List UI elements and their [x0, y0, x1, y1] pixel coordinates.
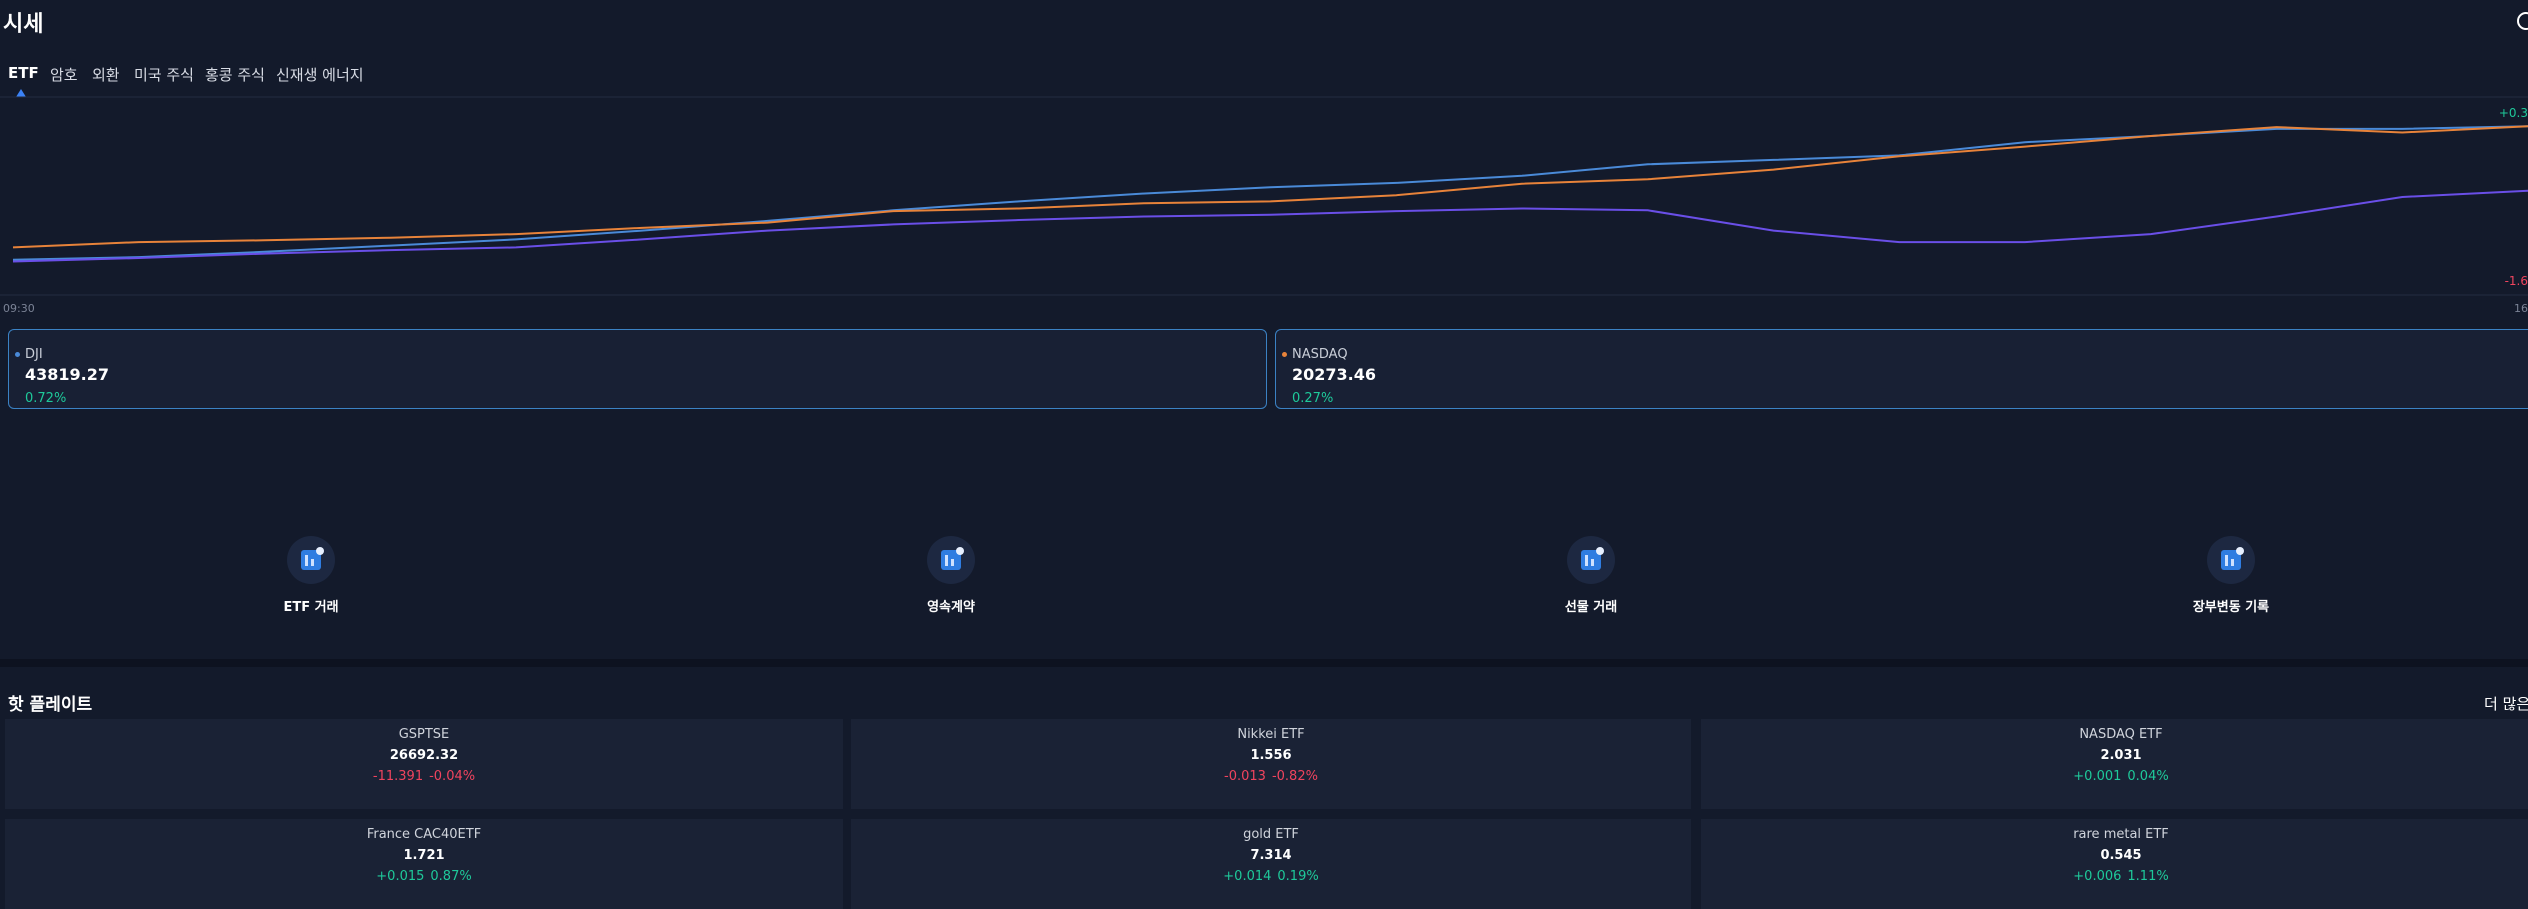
line-series: [12, 125, 2528, 249]
item-price: 2.031: [2100, 748, 2142, 763]
x-tick-label: 16: [2514, 302, 2528, 315]
item-percent: -0.04%: [429, 769, 476, 784]
tab[interactable]: 신재생 에너지: [276, 66, 364, 84]
line-series: [12, 125, 2528, 261]
action-icon[interactable]: [1567, 536, 1615, 584]
tab[interactable]: 미국 주식: [134, 66, 194, 84]
index-card[interactable]: NASDAQ 20273.46 0.27%: [1275, 329, 2528, 409]
item-price: 26692.32: [389, 748, 459, 763]
item-changes: +0.014 0.19%: [851, 869, 1691, 884]
hot-item[interactable]: NASDAQ ETF 2.031 +0.001 0.04%: [1701, 719, 2528, 809]
item-percent: -0.82%: [1271, 769, 1318, 784]
item-changes: -11.391 -0.04%: [5, 769, 843, 784]
line-series: [12, 189, 2528, 263]
item-change: -0.013: [1224, 769, 1266, 784]
tab-indicator: [16, 89, 26, 97]
icon-glyph: [2221, 547, 2244, 570]
item-change: -11.391: [372, 769, 424, 784]
icon-glyph: [941, 547, 964, 570]
item-price: 1.556: [1250, 748, 1292, 763]
action-icon[interactable]: [927, 536, 975, 584]
index-change: 0.72%: [25, 391, 67, 406]
page: 시세 ETF 암호 외환 미국 주식 홍콩 주식 신재생 에너지 +0.3 -1.6 09:3…: [0, 10, 2528, 884]
item-changes: +0.015 0.87%: [5, 869, 843, 884]
tab[interactable]: 암호: [50, 66, 78, 84]
item-change: +0.015: [376, 869, 425, 884]
index-name: NASDAQ: [1292, 347, 1348, 362]
item-change: +0.014: [1223, 869, 1272, 884]
hot-item[interactable]: GSPTSE 26692.32 -11.391 -0.04%: [5, 719, 843, 809]
action-label[interactable]: 영속계약: [927, 600, 975, 615]
item-change: +0.001: [2073, 769, 2122, 784]
index-change: 0.27%: [1292, 391, 1334, 406]
item-price: 1.721: [403, 848, 445, 863]
more-link[interactable]: 더 많은: [2484, 695, 2528, 713]
item-name: GSPTSE: [398, 727, 450, 742]
separator: [0, 659, 2528, 667]
item-percent: 0.04%: [2127, 769, 2169, 784]
item-price: 7.314: [1250, 848, 1292, 863]
tab[interactable]: 외환: [92, 66, 120, 84]
action-label[interactable]: ETF 거래: [283, 600, 339, 615]
tab[interactable]: ETF: [8, 64, 39, 82]
item-price: 0.545: [2100, 848, 2142, 863]
page-title: 시세: [3, 12, 44, 37]
icon-glyph: [301, 547, 324, 570]
x-tick-label: 09:30: [3, 302, 35, 315]
hot-item[interactable]: France CAC40ETF 1.721 +0.015 0.87%: [5, 819, 843, 909]
item-changes: -0.013 -0.82%: [851, 769, 1691, 784]
item-name: gold ETF: [1243, 827, 1299, 842]
action-label[interactable]: 장부변동 기록: [2192, 600, 2270, 615]
item-name: rare metal ETF: [2073, 827, 2169, 842]
y-tick-label: -1.6: [2505, 274, 2528, 288]
hot-item[interactable]: rare metal ETF 0.545 +0.006 1.11%: [1701, 819, 2528, 909]
index-value: 43819.27: [25, 365, 110, 384]
item-change: +0.006: [2073, 869, 2122, 884]
search-icon[interactable]: [2508, 10, 2528, 34]
item-name: NASDAQ ETF: [2079, 727, 2163, 742]
icon-glyph: [1581, 547, 1604, 570]
chart: +0.3 -1.6 09:30 16: [0, 96, 2528, 315]
item-percent: 1.11%: [2127, 869, 2169, 884]
action-icon[interactable]: [287, 536, 335, 584]
item-percent: 0.87%: [430, 869, 472, 884]
index-dot: [15, 352, 20, 357]
tab[interactable]: 홍콩 주식: [205, 66, 265, 84]
item-name: France CAC40ETF: [366, 827, 482, 842]
item-name: Nikkei ETF: [1237, 727, 1305, 742]
item-percent: 0.19%: [1277, 869, 1319, 884]
hot-item[interactable]: Nikkei ETF 1.556 -0.013 -0.82%: [851, 719, 1691, 809]
action-icon[interactable]: [2207, 536, 2255, 584]
section-title: 핫 플레이트: [8, 695, 93, 715]
item-changes: +0.001 0.04%: [1701, 769, 2528, 784]
y-tick-label: +0.3: [2499, 106, 2528, 120]
index-name: DJI: [25, 347, 43, 362]
index-card[interactable]: DJI 43819.27 0.72%: [8, 329, 1267, 409]
hot-item[interactable]: gold ETF 7.314 +0.014 0.19%: [851, 819, 1691, 909]
item-changes: +0.006 1.11%: [1701, 869, 2528, 884]
action-label[interactable]: 선물 거래: [1564, 600, 1618, 615]
index-value: 20273.46: [1292, 365, 1377, 384]
index-dot: [1282, 352, 1287, 357]
